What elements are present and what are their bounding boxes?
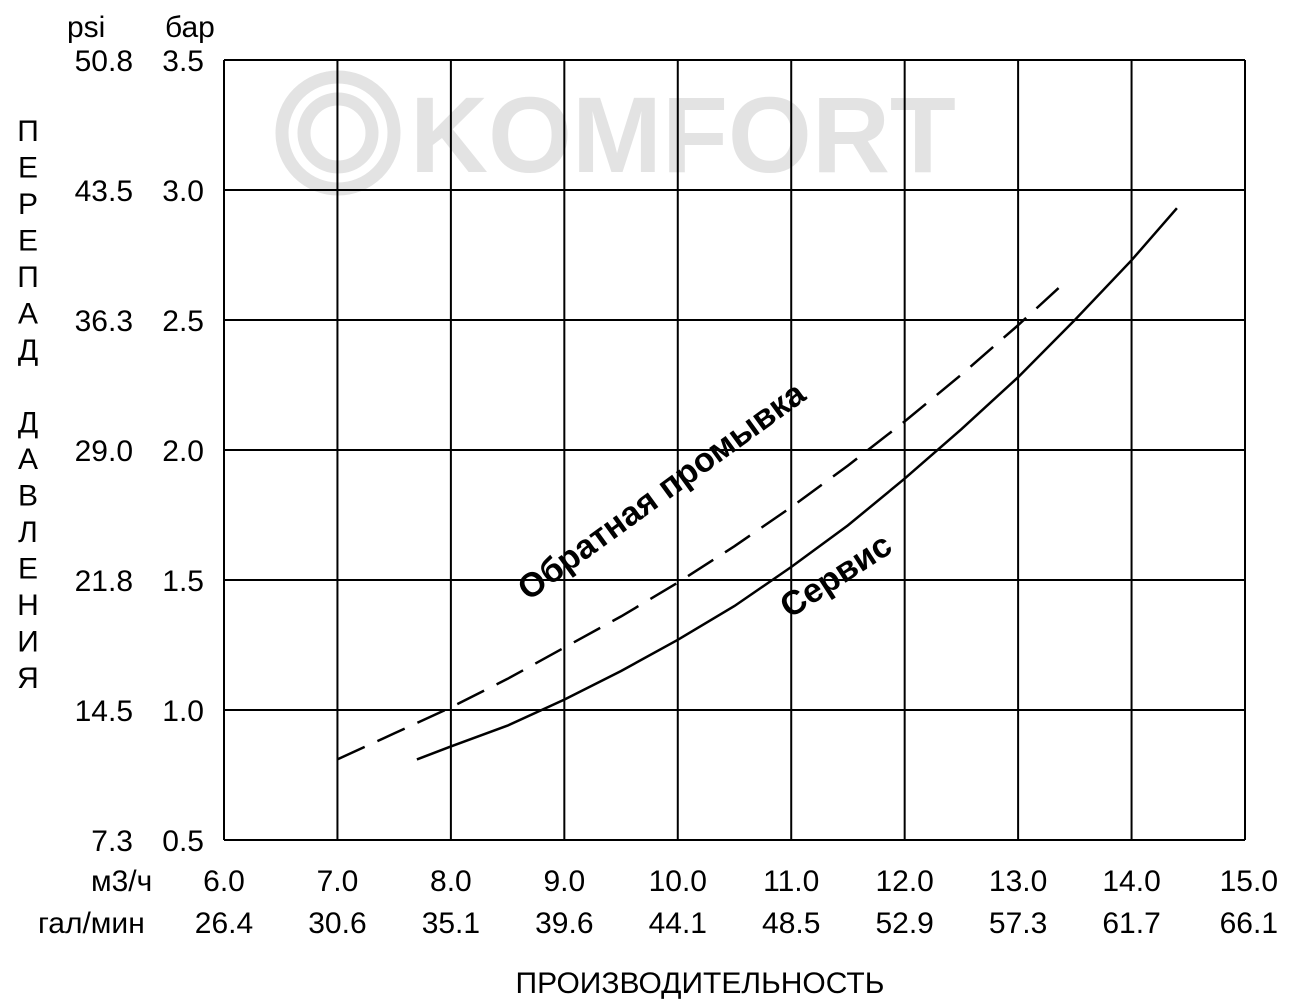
y-axis-title-letter: П <box>17 115 39 148</box>
x-tick-m3h-11.0: 11.0 <box>763 865 819 898</box>
x-tick-gpm-57.3: 57.3 <box>989 907 1047 940</box>
x-tick-m3h-6.0: 6.0 <box>203 865 245 898</box>
watermark: KOMFORT <box>275 70 956 196</box>
y-axis-title-letter: В <box>18 480 38 513</box>
y-axis-title-letter: А <box>18 443 38 476</box>
series-line-service <box>416 207 1178 761</box>
x-tick-labels: 6.0 26.4 7.0 30.6 8.0 35.1 9.0 39.6 10.0 44.1 11.0… <box>195 865 1278 940</box>
y-axis-title-letter: Д <box>18 407 38 440</box>
y-axis-title-letter: Е <box>18 225 38 258</box>
y-tick-psi-36.3: 36.3 <box>75 305 133 338</box>
y-tick-bar-2.0: 2.0 <box>162 435 204 468</box>
y-axis-title-letter: Е <box>18 152 38 185</box>
x-tick-m3h-7.0: 7.0 <box>317 865 359 898</box>
x-tick-m3h-13.0: 13.0 <box>989 865 1047 898</box>
y-tick-psi-50.8: 50.8 <box>75 45 133 78</box>
y-unit-bar: бар <box>165 11 215 44</box>
y-axis-title-letter: Р <box>18 188 38 221</box>
x-unit-m3h: м3/ч <box>91 865 152 898</box>
y-unit-psi: psi <box>67 11 105 44</box>
x-tick-m3h-10.0: 10.0 <box>649 865 707 898</box>
x-tick-m3h-8.0: 8.0 <box>430 865 472 898</box>
x-tick-gpm-30.6: 30.6 <box>308 907 366 940</box>
y-tick-bar-1.5: 1.5 <box>162 565 204 598</box>
x-tick-gpm-52.9: 52.9 <box>875 907 933 940</box>
y-tick-bar-1.0: 1.0 <box>162 695 204 728</box>
grid <box>223 59 1246 841</box>
x-tick-m3h-12.0: 12.0 <box>875 865 933 898</box>
y-tick-psi-14.5: 14.5 <box>75 695 133 728</box>
y-tick-psi-7.3: 7.3 <box>91 825 133 858</box>
y-tick-bar-0.5: 0.5 <box>162 825 204 858</box>
y-axis-title-letter: Д <box>18 334 38 367</box>
x-tick-gpm-39.6: 39.6 <box>535 907 593 940</box>
y-tick-psi-43.5: 43.5 <box>75 175 133 208</box>
x-tick-m3h-15.0: 15.0 <box>1220 865 1278 898</box>
x-tick-m3h-14.0: 14.0 <box>1102 865 1160 898</box>
x-tick-gpm-26.4: 26.4 <box>195 907 253 940</box>
y-axis-title-letter: П <box>17 261 39 294</box>
series-label-backwash: Обратная промывка <box>511 374 813 608</box>
y-tick-bar-2.5: 2.5 <box>162 305 204 338</box>
curves <box>336 207 1178 761</box>
x-tick-gpm-44.1: 44.1 <box>649 907 707 940</box>
x-tick-gpm-48.5: 48.5 <box>762 907 820 940</box>
y-axis-title-letter: Е <box>18 553 38 586</box>
y-axis-title-letter: Я <box>17 662 39 695</box>
x-unit-gpm: гал/мин <box>38 907 145 940</box>
x-tick-gpm-35.1: 35.1 <box>422 907 480 940</box>
x-axis-title: ПРОИЗВОДИТЕЛЬНОСТЬ <box>516 967 885 1000</box>
y-tick-psi-21.8: 21.8 <box>75 565 133 598</box>
x-tick-gpm-61.7: 61.7 <box>1102 907 1160 940</box>
y-tick-psi-29.0: 29.0 <box>75 435 133 468</box>
x-tick-m3h-9.0: 9.0 <box>543 865 585 898</box>
y-tick-bar-3.5: 3.5 <box>162 45 204 78</box>
watermark-text: KOMFORT <box>410 74 956 195</box>
y-axis-title-letter: И <box>17 626 39 659</box>
y-tick-bar-3.0: 3.0 <box>162 175 204 208</box>
y-axis-title-letter: Н <box>17 589 39 622</box>
y-axis-title-letter: Л <box>18 516 38 549</box>
y-tick-labels: 50.8 3.5 43.5 3.0 36.3 2.5 29.0 2.0 21.8 1.5 14.5 1… <box>75 45 204 858</box>
x-tick-gpm-66.1: 66.1 <box>1220 907 1278 940</box>
y-axis-title-letter: А <box>18 298 38 331</box>
series-line-backwash <box>336 282 1065 761</box>
